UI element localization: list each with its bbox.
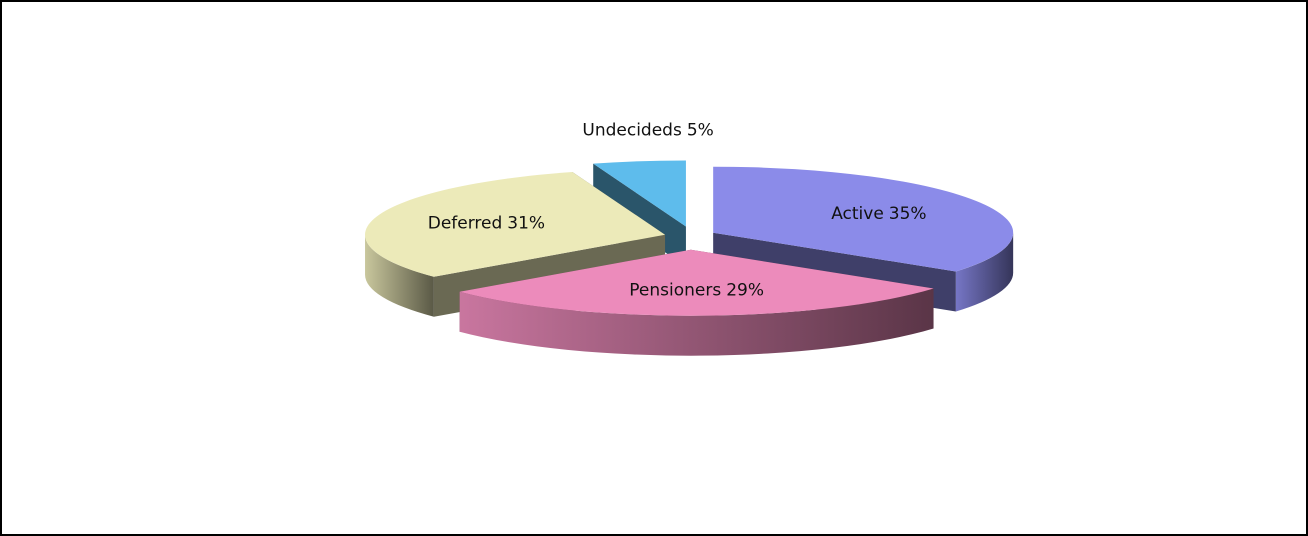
slice-side — [459, 288, 934, 356]
label-value: 29% — [726, 281, 764, 301]
data-label: Active 35% — [831, 204, 926, 224]
label-category: Deferred — [428, 213, 503, 233]
slice-top — [365, 171, 666, 277]
data-label: Pensioners 29% — [629, 281, 764, 301]
data-label: Undecideds 5% — [582, 121, 713, 141]
label-value: 31% — [507, 213, 545, 233]
slice-side — [365, 234, 434, 317]
label-category: Undecideds — [582, 121, 682, 141]
label-category: Pensioners — [629, 281, 721, 301]
data-label: Deferred 31% — [428, 213, 545, 233]
label-value: 5% — [687, 121, 714, 141]
slice-top — [459, 249, 934, 316]
label-value: 35% — [889, 204, 927, 224]
slice-top — [593, 160, 686, 227]
slice-top — [713, 166, 1014, 272]
label-category: Active — [831, 204, 884, 224]
slice-side — [955, 232, 1014, 312]
